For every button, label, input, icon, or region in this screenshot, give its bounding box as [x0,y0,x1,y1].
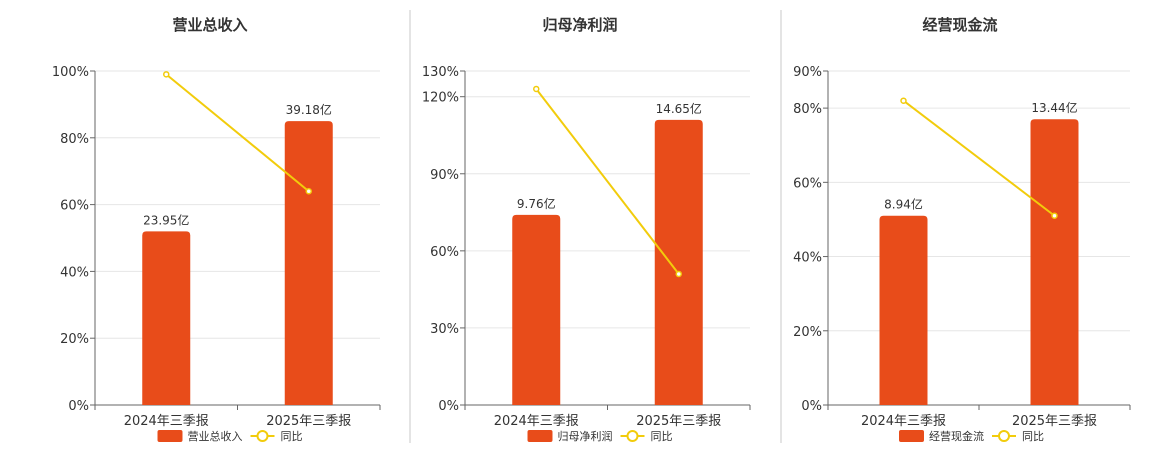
x-tick-label: 2024年三季报 [494,414,579,429]
y-tick-label: 20% [60,332,89,347]
x-tick-label: 2025年三季报 [266,414,351,429]
y-tick-label: 20% [793,325,822,340]
legend-line-label: 同比 [651,430,673,443]
y-tick-label: 90% [793,65,822,80]
y-tick-label: 120% [422,91,459,106]
y-tick-label: 90% [430,168,459,183]
bar [654,119,703,406]
x-tick-label: 2024年三季报 [124,414,209,429]
legend-bar-label: 营业总收入 [188,429,243,443]
bar-value-label: 39.18亿 [286,102,332,117]
legend-line-marker [256,430,269,442]
yoy-point [305,187,312,195]
chart-panel-3: 经营现金流 0% 20% 40% 60% 80% 90% 8.94亿 2024年三季报 13.44… [793,16,1131,443]
yoy-point [675,270,682,278]
y-tick-label: 0% [801,399,822,414]
y-tick-label: 40% [793,251,822,266]
y-tick-label: 30% [430,322,459,337]
chart-title: 归母净利润 [542,16,617,34]
yoy-point [533,85,540,93]
yoy-point [163,71,170,78]
y-tick-label: 0% [438,399,459,414]
legend: 营业总收入 同比 [157,429,303,443]
legend: 经营现金流 同比 [899,429,1044,443]
bar-value-label: 9.76亿 [517,196,556,211]
chart-title: 营业总收入 [172,16,247,34]
chart-panel-2: 归母净利润 0% 30% 60% 90% 120% 130% 9.76亿 2024年三季报 14.… [422,16,751,443]
bar [512,214,561,405]
bar-value-label: 13.44亿 [1031,100,1077,115]
yoy-line [902,99,1056,217]
bar [879,215,928,405]
bar [284,121,333,405]
yoy-point [1051,212,1058,219]
y-tick-label: 60% [60,199,89,214]
bar-value-label: 8.94亿 [884,197,923,212]
y-tick-label: 80% [60,132,89,147]
yoy-point [900,97,907,104]
legend: 归母净利润 同比 [527,429,673,443]
yoy-line [165,73,310,193]
legend-bar-swatch [157,430,183,442]
bar [1030,119,1079,405]
y-tick-label: 80% [793,102,822,117]
x-tick-label: 2025年三季报 [1012,414,1097,429]
legend-line-label: 同比 [281,430,303,443]
legend-bar-swatch [527,430,553,442]
chart-title: 经营现金流 [922,16,997,34]
legend-line-marker [626,430,639,442]
x-tick-label: 2024年三季报 [861,414,946,429]
y-tick-label: 60% [793,176,822,191]
legend-line-label: 同比 [1022,430,1044,443]
y-tick-label: 0% [68,399,89,414]
y-tick-label: 100% [52,65,89,80]
x-tick-label: 2025年三季报 [636,414,721,429]
bar-value-label: 14.65亿 [656,101,702,116]
y-tick-label: 60% [430,245,459,260]
legend-line-marker [998,430,1010,442]
yoy-line [535,88,680,275]
chart-panel-1: 营业总收入 0% 20% 40% 60% 80% 100% 23.95亿 2024年三季报 39.… [52,16,381,443]
y-tick-label: 40% [60,265,89,280]
bar [142,231,191,405]
y-tick-label: 130% [422,65,459,80]
bar-value-label: 23.95亿 [143,212,189,227]
legend-bar-label: 归母净利润 [558,429,613,443]
legend-bar-label: 经营现金流 [929,429,984,443]
legend-bar-swatch [899,430,924,442]
